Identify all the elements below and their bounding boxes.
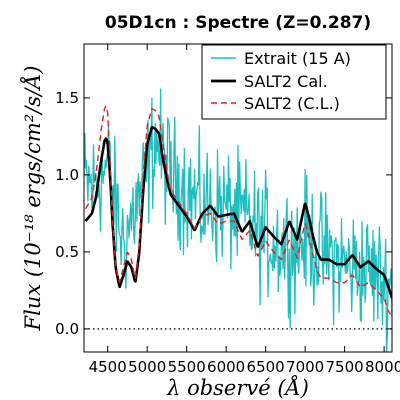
- y-axis-label: Flux (10⁻¹⁸ ergs/cm²/s/Å): [20, 66, 45, 332]
- legend-label-salt2-cl: SALT2 (C.L.): [244, 94, 340, 113]
- series-extrait-line: [84, 88, 392, 352]
- legend-label-extrait: Extrait (15 A): [244, 49, 351, 68]
- legend-label-salt2-cal: SALT2 Cal.: [244, 72, 328, 91]
- plot-frame: [83, 43, 393, 353]
- x-tick-label: 5000: [128, 358, 166, 376]
- y-tick-label: 0.0: [55, 320, 79, 338]
- series-salt2-cal-line: [84, 125, 392, 299]
- x-tick-label: 5500: [168, 358, 206, 376]
- x-tick-label: 6500: [247, 358, 285, 376]
- y-tick-label: 1.5: [55, 89, 79, 107]
- x-tick-label: 7500: [326, 358, 364, 376]
- chart-title: 05D1cn : Spectre (Z=0.287): [105, 13, 371, 33]
- y-tick-label: 0.5: [55, 243, 79, 261]
- x-axis-label: λ observé (Å): [166, 375, 309, 400]
- tick-layer: 4500 5000 5500 6000 6500 7000 7500 8000 0.0 0.5 1.…: [55, 44, 400, 376]
- x-tick-label: 4500: [89, 358, 127, 376]
- series-salt2-cl-line: [84, 105, 392, 317]
- x-tick-label: 6000: [207, 358, 245, 376]
- x-tick-label: 7000: [286, 358, 324, 376]
- y-tick-label: 1.0: [55, 166, 79, 184]
- series-layer: [84, 88, 392, 352]
- legend: Extrait (15 A) SALT2 Cal. SALT2 (C.L.): [201, 44, 387, 120]
- x-tick-label: 8000: [365, 358, 400, 376]
